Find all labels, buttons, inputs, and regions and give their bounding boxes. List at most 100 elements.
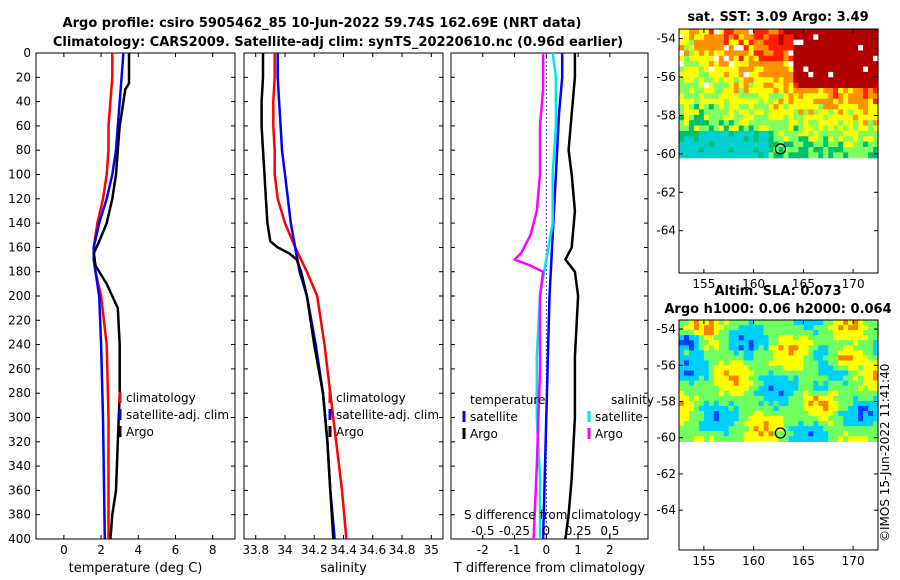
sla_map-cell xyxy=(848,390,854,397)
sst_map-cell xyxy=(773,98,780,105)
sla_map-cell xyxy=(863,360,869,367)
sla_map-cell xyxy=(763,405,770,412)
sst_map-cell xyxy=(748,125,755,132)
sst_map-cell xyxy=(848,82,854,89)
sst_map-cell xyxy=(773,29,780,35)
sla_map-cell xyxy=(773,325,780,331)
sst_map-cell xyxy=(748,71,755,78)
sst_map-cell xyxy=(763,120,770,127)
sst_map-cell xyxy=(813,82,819,89)
sst_map-cell xyxy=(763,82,770,89)
sst_map-cell xyxy=(873,50,879,57)
sla_map-cell xyxy=(703,380,710,387)
sst_map-cell xyxy=(828,77,834,84)
sst_map-cell xyxy=(813,136,819,143)
difference-xtick-label: 0 xyxy=(543,543,551,557)
sst_map-cell xyxy=(753,147,760,153)
sst_map-cell xyxy=(788,34,795,41)
sla_map-cell xyxy=(703,365,710,372)
sst_map-cell xyxy=(743,109,750,116)
sst_map-cell xyxy=(793,136,799,143)
sla_map-cell xyxy=(858,325,864,331)
sla_map-cell xyxy=(843,390,849,397)
sla_map-cell xyxy=(688,405,695,412)
sla_map-cell xyxy=(758,370,765,377)
sst_map-cell xyxy=(688,50,695,57)
sst_map-cell xyxy=(788,71,795,78)
sla_map-cell xyxy=(833,375,839,382)
sla_map-cell xyxy=(708,390,715,397)
sst_map-cell xyxy=(683,39,690,46)
sst_map-cell xyxy=(858,88,864,94)
sla_map-cell xyxy=(863,436,869,442)
sst_map-cell xyxy=(793,93,799,100)
sst_map-cell xyxy=(683,61,690,68)
sst_map-cell xyxy=(753,104,760,111)
sla_map-cell xyxy=(748,360,755,367)
sst_map-cell xyxy=(813,55,819,62)
sst_map-cell xyxy=(713,77,720,84)
sst_map-cell xyxy=(838,88,844,94)
sst_map-cell xyxy=(798,39,804,46)
sla_map-cell xyxy=(763,345,770,351)
sla_map-cell xyxy=(783,370,790,377)
sst_map-cell xyxy=(733,141,740,148)
sla_map-cell xyxy=(688,375,695,382)
sla_map-cell xyxy=(858,411,864,417)
sst_map-cell xyxy=(823,45,829,52)
sst_map-cell xyxy=(818,125,824,132)
sla_map-cell xyxy=(713,421,720,427)
sst_map-cell xyxy=(679,147,685,153)
sst_map-cell xyxy=(838,77,844,84)
sst_map-cell xyxy=(853,152,859,159)
sla_map-cell xyxy=(768,390,775,397)
sst_map-cell xyxy=(688,61,695,68)
sst_map-cell xyxy=(748,29,755,35)
sla_map-cell xyxy=(763,330,770,336)
sla_map-cell xyxy=(783,416,790,422)
sst_map-cell xyxy=(703,50,710,57)
sla_map-cell xyxy=(708,395,715,402)
sla_map-cell xyxy=(798,416,804,422)
sla_map-cell xyxy=(679,330,685,336)
sla_map-cell xyxy=(873,350,879,356)
sla_map-cell xyxy=(733,436,740,442)
sst_map-cell xyxy=(833,66,839,73)
sst_map-cell xyxy=(838,104,844,111)
sla_map-cell xyxy=(823,320,829,326)
temperature-xtick-label: 2 xyxy=(97,543,105,557)
sst_map-cell xyxy=(833,98,839,105)
sla_map-cell xyxy=(808,320,814,326)
s-diff-axis-label: S difference from climatology xyxy=(464,508,641,522)
sla_map-cell xyxy=(693,350,700,356)
sst_map-cell xyxy=(808,29,814,35)
sla_map-cell xyxy=(733,360,740,367)
sla_map-cell xyxy=(679,380,685,387)
sst_map-cell xyxy=(868,130,874,137)
sla_map-cell xyxy=(743,350,750,356)
sla_map-cell xyxy=(873,375,879,382)
sla_map-cell xyxy=(723,380,730,387)
sst_map-cell xyxy=(788,39,795,46)
sst_map-cell xyxy=(723,29,730,35)
sla_map-cell xyxy=(818,436,824,442)
sla_map-cell xyxy=(858,416,864,422)
sst_map-cell xyxy=(708,66,715,73)
sla_map-cell xyxy=(728,350,735,356)
sla_map-cell xyxy=(718,380,725,387)
sst_map-cell xyxy=(703,93,710,100)
sst_map-cell xyxy=(778,77,785,84)
sst_map-cell xyxy=(803,29,809,35)
sst_map-cell xyxy=(733,77,740,84)
sst_map-cell xyxy=(858,66,864,73)
sla_map-cell xyxy=(818,345,824,351)
sla_map-cell xyxy=(679,385,685,392)
sst_map-cell xyxy=(818,152,824,159)
sla_map-cell xyxy=(753,370,760,377)
sst_map-cell xyxy=(778,45,785,52)
sla_map-cell xyxy=(768,380,775,387)
sst_map-cell xyxy=(718,88,725,94)
sst_map-cell xyxy=(723,152,730,159)
sla_map-cell xyxy=(768,325,775,331)
sla_map-cell xyxy=(748,320,755,326)
